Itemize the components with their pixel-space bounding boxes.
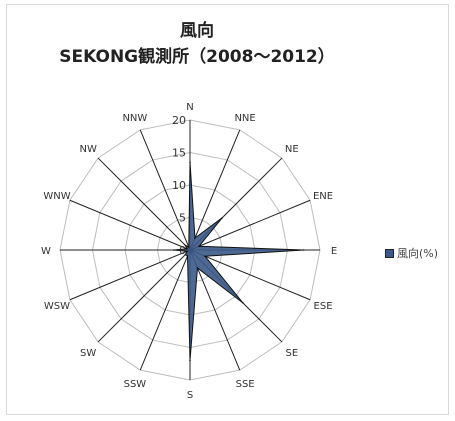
data-series-area — [173, 162, 304, 361]
direction-label: WNW — [43, 191, 70, 202]
direction-label: ESE — [314, 301, 333, 312]
data-point — [196, 267, 199, 269]
data-point — [302, 249, 305, 251]
data-point — [172, 249, 175, 251]
chart-subtitle: SEKONG観測所（2008～2012） — [59, 47, 335, 67]
axis-spoke — [189, 249, 241, 371]
direction-label: S — [187, 390, 193, 401]
direction-label: NE — [285, 144, 299, 155]
data-point — [186, 250, 188, 253]
radar-chart: 0 5 10 15 20N NNE NE ENE E ESE SE SSE S SSW SW WSW W WNW N… — [41, 102, 337, 401]
direction-label: SSW — [124, 379, 147, 390]
data-point — [186, 255, 189, 257]
legend-label: 風向(%) — [397, 247, 439, 260]
axis-spoke — [139, 249, 191, 371]
axis-spoke — [189, 129, 241, 251]
legend-swatch — [385, 248, 394, 258]
data-point — [221, 217, 223, 219]
data-point — [242, 302, 244, 304]
direction-label: NNE — [234, 113, 255, 124]
direction-label: NNW — [122, 113, 147, 124]
axis-spoke — [189, 199, 311, 251]
data-point — [184, 244, 187, 247]
axis-spoke — [139, 129, 191, 251]
chart-title: 風向 — [180, 21, 214, 41]
direction-label: ENE — [313, 191, 333, 202]
direction-label: E — [331, 246, 337, 257]
axis-spoke — [97, 157, 191, 251]
axis-spoke — [97, 249, 191, 343]
axis-spoke — [69, 199, 191, 251]
radial-tick-label: 10 — [172, 179, 186, 192]
axis-spoke — [189, 249, 311, 301]
radial-tick-label: 5 — [179, 212, 186, 225]
radial-tick-label: 0 — [179, 244, 186, 257]
data-point — [198, 245, 200, 248]
radial-tick-label: 15 — [172, 147, 186, 160]
legend: 風向(%) — [385, 245, 438, 261]
data-point — [186, 247, 188, 250]
data-point — [189, 359, 191, 362]
radial-tick-label: 20 — [172, 114, 186, 127]
direction-label: SSE — [236, 379, 255, 390]
data-point — [184, 253, 187, 256]
data-point — [189, 161, 191, 164]
axis-spoke — [69, 249, 191, 301]
data-point — [187, 246, 190, 248]
direction-label: NW — [79, 144, 96, 155]
direction-label: WSW — [44, 301, 70, 312]
direction-label: SE — [285, 348, 298, 359]
direction-label: W — [41, 246, 51, 257]
direction-label: SW — [80, 348, 96, 359]
data-point — [204, 255, 206, 258]
chart-frame: 風向 SEKONG観測所（2008～2012） 0 5 10 15 20 N NNE NE EN… — [6, 4, 449, 415]
direction-label: N — [186, 102, 193, 113]
data-point — [194, 237, 196, 239]
